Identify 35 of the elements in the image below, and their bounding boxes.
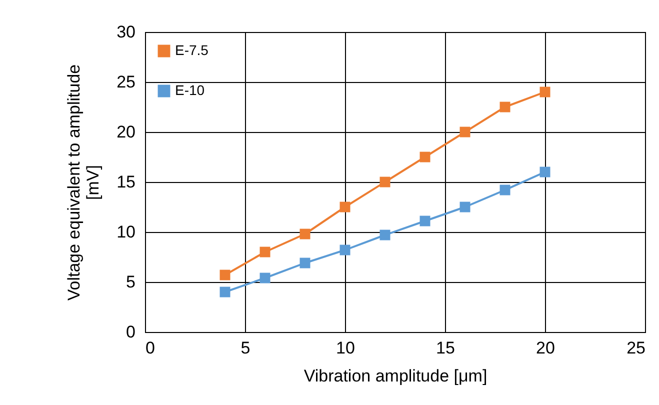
point [380, 230, 390, 240]
x-tick-label: 10 [336, 338, 355, 358]
point [540, 166, 550, 178]
y-tick-label: 20 [116, 122, 136, 142]
x-axis-title: Vibration amplitude [μm] [304, 366, 488, 386]
point [540, 86, 550, 98]
point [300, 258, 310, 268]
y-tick-label: 15 [116, 172, 136, 192]
y-tick-label: 30 [116, 22, 136, 42]
point [500, 184, 510, 196]
point [340, 244, 350, 256]
y-tick-label: 10 [116, 222, 136, 242]
x-tick-label: 25 [626, 338, 646, 358]
point [300, 228, 310, 240]
point [380, 176, 390, 188]
point [420, 152, 430, 162]
legend-label: E-7.5 [175, 42, 209, 58]
x-tick-label: 15 [436, 338, 455, 358]
x-tick-label: 20 [536, 338, 555, 358]
point [460, 202, 470, 212]
point [220, 270, 230, 280]
point [500, 102, 510, 112]
x-tick-label: 0 [146, 338, 155, 358]
point [260, 246, 270, 258]
legend-label: E-10 [175, 82, 205, 98]
point [420, 216, 430, 226]
y-tick-label: 5 [126, 272, 136, 292]
point [460, 126, 470, 138]
point [220, 286, 230, 298]
point [340, 202, 350, 212]
y-tick-label: 0 [126, 322, 136, 342]
point [260, 272, 270, 284]
y-axis-title: Voltage equivalent to amplitude [mV] [64, 64, 103, 301]
y-tick-label: 25 [116, 72, 136, 92]
x-tick-label: 5 [240, 338, 250, 358]
